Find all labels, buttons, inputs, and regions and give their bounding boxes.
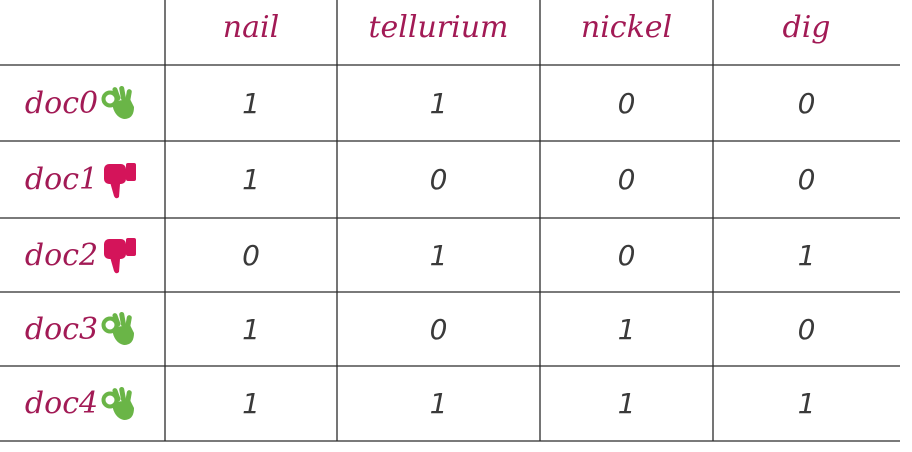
cell-doc2-nail: 0 <box>242 238 260 272</box>
cell-doc1-dig: 0 <box>797 163 816 196</box>
row-label-doc4: doc4 <box>0 366 165 441</box>
doc-name: doc2 <box>24 237 99 273</box>
column-header-tellurium: tellurium <box>368 10 509 45</box>
row-label-doc3: doc3 <box>0 292 165 366</box>
cell-doc2-nickel: 0 <box>617 238 636 272</box>
column-header-nickel: nickel <box>580 10 673 45</box>
ok-hand-icon <box>100 83 140 123</box>
row-label-doc2: doc2 <box>0 218 165 292</box>
cell-doc3-nickel: 1 <box>617 312 636 346</box>
cell-doc4-nail: 1 <box>242 387 260 420</box>
doc-name: doc4 <box>24 386 99 421</box>
doc-name: doc0 <box>24 85 99 121</box>
column-header-dig: dig <box>782 10 831 45</box>
column-header-nail: nail <box>222 10 280 45</box>
cell-doc3-dig: 0 <box>797 312 816 346</box>
row-label-doc1: doc1 <box>0 141 165 218</box>
ok-hand-icon <box>100 384 140 424</box>
cell-doc0-tellurium: 1 <box>429 86 448 120</box>
cell-doc0-nickel: 0 <box>617 86 636 120</box>
cell-doc3-nail: 1 <box>242 312 260 346</box>
ok-hand-icon <box>100 309 140 349</box>
cell-doc1-nail: 1 <box>242 163 260 196</box>
cell-doc4-dig: 1 <box>797 387 816 420</box>
cell-doc4-nickel: 1 <box>617 387 636 420</box>
thumbs-down-icon <box>100 160 140 200</box>
cell-doc2-tellurium: 1 <box>429 238 448 272</box>
cell-doc2-dig: 1 <box>797 238 816 272</box>
doc-name: doc3 <box>24 311 99 347</box>
cell-doc4-tellurium: 1 <box>429 387 448 420</box>
doc-name: doc1 <box>24 162 99 197</box>
row-label-doc0: doc0 <box>0 65 165 141</box>
cell-doc0-dig: 0 <box>797 86 816 120</box>
cell-doc1-nickel: 0 <box>617 163 636 196</box>
cell-doc1-tellurium: 0 <box>429 163 448 196</box>
thumbs-down-icon <box>100 235 140 275</box>
cell-doc0-nail: 1 <box>242 86 260 120</box>
cell-doc3-tellurium: 0 <box>429 312 448 346</box>
